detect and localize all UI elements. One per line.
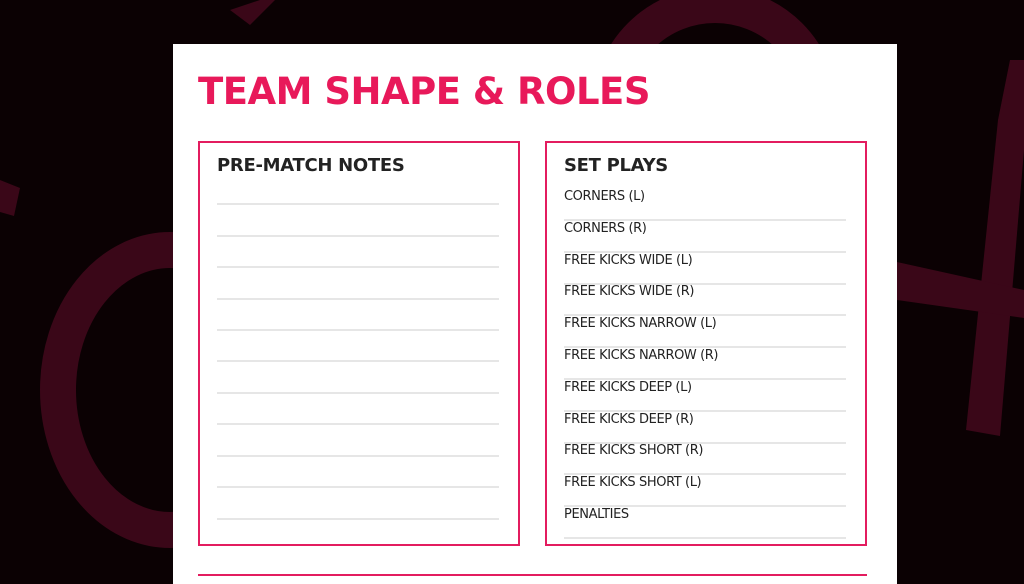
note-writing-line[interactable] [217, 266, 499, 268]
set-play-writing-line [564, 441, 846, 444]
set-play-writing-line [564, 378, 846, 380]
pre-match-notes-panel: PRE-MATCH NOTES [198, 141, 520, 546]
background-bar-top [230, 0, 275, 25]
set-play-row[interactable]: CORNERS (R) [564, 221, 846, 253]
set-play-row[interactable]: FREE KICKS NARROW (R) [564, 348, 846, 380]
set-play-label: FREE KICKS NARROW (R) [564, 348, 719, 363]
note-writing-line[interactable] [217, 455, 499, 457]
set-play-writing-line [564, 282, 846, 285]
background-bar-left [0, 180, 20, 216]
note-writing-line[interactable] [217, 518, 499, 520]
set-play-row[interactable]: PENALTIES [564, 507, 846, 539]
set-play-row[interactable]: FREE KICKS SHORT (R) [564, 443, 846, 476]
set-play-label: PENALTIES [564, 507, 629, 522]
set-plays-heading: SET PLAYS [564, 155, 668, 176]
set-play-row[interactable]: FREE KICKS DEEP (L) [564, 380, 846, 412]
note-writing-line[interactable] [217, 423, 499, 425]
set-play-writing-line [564, 219, 846, 221]
set-play-writing-line [564, 250, 846, 253]
set-play-label: FREE KICKS SHORT (L) [564, 475, 702, 491]
note-writing-line[interactable] [217, 486, 499, 488]
worksheet-card: TEAM SHAPE & ROLES PRE-MATCH NOTES SET P… [173, 44, 897, 584]
note-writing-line[interactable] [217, 298, 499, 300]
set-play-writing-line [564, 409, 846, 412]
section-divider [198, 574, 867, 576]
set-play-label: CORNERS (R) [564, 220, 647, 236]
set-play-row[interactable]: FREE KICKS NARROW (L) [564, 316, 846, 349]
set-plays-panel: SET PLAYS CORNERS (L) CORNERS (R) FREE KIC… [545, 141, 867, 546]
set-play-writing-line [564, 346, 846, 349]
set-play-writing-line [564, 505, 846, 508]
note-writing-line[interactable] [217, 329, 499, 331]
set-play-label: FREE KICKS NARROW (L) [564, 316, 717, 332]
set-play-writing-line [564, 473, 846, 476]
note-writing-line[interactable] [217, 360, 499, 362]
pre-match-notes-heading: PRE-MATCH NOTES [217, 155, 405, 176]
set-play-label: FREE KICKS WIDE (R) [564, 284, 695, 300]
set-play-writing-line [564, 314, 846, 317]
set-play-row[interactable]: FREE KICKS WIDE (R) [564, 284, 846, 317]
note-writing-line[interactable] [217, 235, 499, 237]
set-play-label: FREE KICKS SHORT (R) [564, 443, 704, 459]
background-bar-right-horizontal [897, 262, 1024, 318]
set-play-label: CORNERS (L) [564, 189, 645, 204]
note-writing-line[interactable] [217, 392, 499, 394]
set-play-writing-line [564, 537, 846, 539]
set-play-label: FREE KICKS DEEP (R) [564, 411, 694, 427]
set-play-row[interactable]: CORNERS (L) [564, 189, 846, 221]
set-play-label: FREE KICKS WIDE (L) [564, 252, 693, 268]
set-play-label: FREE KICKS DEEP (L) [564, 379, 692, 395]
background-bar-right-vertical [966, 60, 1024, 436]
set-play-row[interactable]: FREE KICKS DEEP (R) [564, 412, 846, 444]
page-title: TEAM SHAPE & ROLES [198, 70, 650, 113]
note-writing-line[interactable] [217, 203, 499, 205]
set-play-row[interactable]: FREE KICKS WIDE (L) [564, 253, 846, 285]
set-play-row[interactable]: FREE KICKS SHORT (L) [564, 475, 846, 508]
